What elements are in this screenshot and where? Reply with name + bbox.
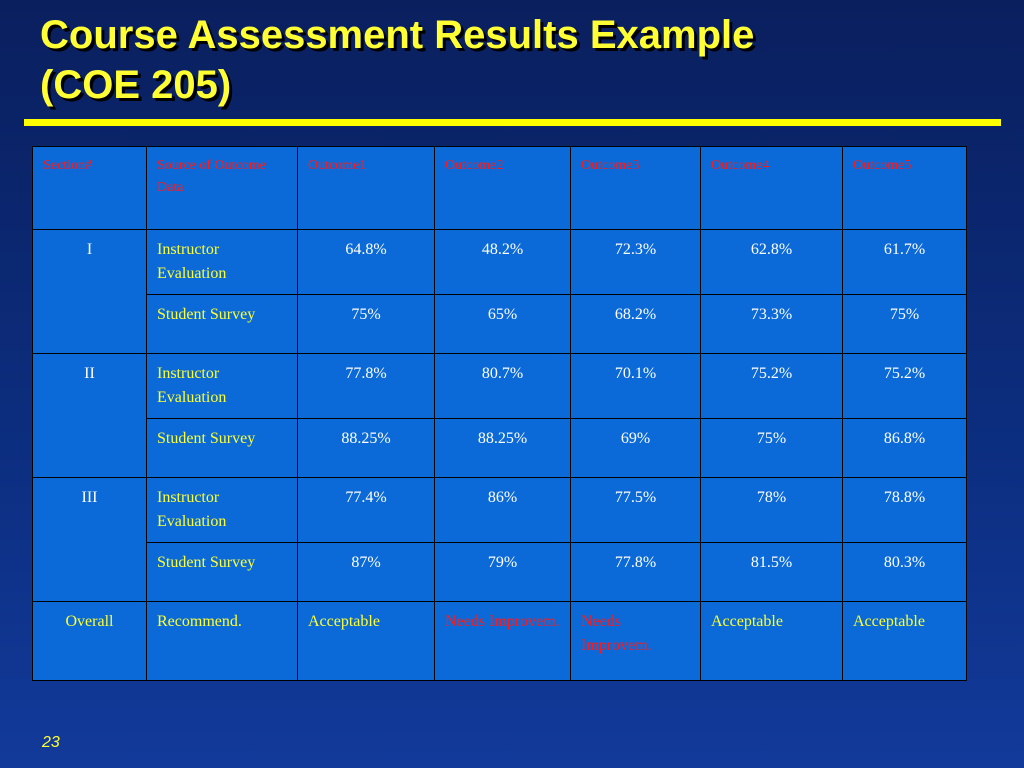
table-row: Student Survey 75% 65% 68.2% 73.3% 75% [33,294,967,354]
value-cell: 88.25% [297,418,435,478]
table-row: Student Survey 88.25% 88.25% 69% 75% 86.… [33,418,967,478]
value-cell: 88.25% [434,418,571,478]
value-cell: 77.8% [297,353,435,419]
value-cell: 75.2% [842,353,967,419]
header-outcome4: Outcome4 [700,146,843,230]
section-cell: II [32,353,147,478]
slide-title-line-1: Course Assessment Results Example [40,13,755,57]
overall-source: Recommend. [146,601,298,681]
value-cell: 69% [570,418,701,478]
value-cell: 72.3% [570,229,701,295]
title-divider [24,119,1001,126]
value-cell: 80.3% [842,542,967,602]
assessment-results-table: Section# Source of Outcome Data Outcome1… [32,146,967,681]
overall-row: Overall Recommend. Acceptable Needs Impr… [32,601,967,681]
header-outcome2: Outcome2 [434,146,571,230]
header-source: Source of Outcome Data [146,146,298,230]
header-section: Section# [32,146,147,230]
header-outcome5: Outcome5 [842,146,967,230]
page-number: 23 [42,734,60,751]
value-cell: 87% [297,542,435,602]
slide-title-line-2: (COE 205) [40,63,232,107]
header-outcome1: Outcome1 [297,146,435,230]
overall-label: Overall [32,601,147,681]
source-cell: Instructor Evaluation [146,477,298,543]
value-cell: 64.8% [297,229,435,295]
value-cell: 77.5% [570,477,701,543]
section-cell: III [32,477,147,602]
value-cell: 77.4% [297,477,435,543]
table-row: I Instructor Evaluation 64.8% 48.2% 72.3… [32,229,967,354]
table-header-row: Section# Source of Outcome Data Outcome1… [32,146,967,230]
source-cell: Instructor Evaluation [146,229,298,295]
value-cell: 78% [700,477,843,543]
source-cell: Student Survey [146,542,298,602]
value-cell: 77.8% [570,542,701,602]
overall-outcome4: Acceptable [700,601,843,681]
value-cell: 86.8% [842,418,967,478]
value-cell: 61.7% [842,229,967,295]
source-cell: Student Survey [146,418,298,478]
header-outcome3: Outcome3 [570,146,701,230]
overall-outcome2: Needs Improvem. [434,601,571,681]
overall-outcome5: Acceptable [842,601,967,681]
value-cell: 75% [700,418,843,478]
value-cell: 62.8% [700,229,843,295]
value-cell: 73.3% [700,294,843,354]
value-cell: 86% [434,477,571,543]
value-cell: 75.2% [700,353,843,419]
source-cell: Student Survey [146,294,298,354]
table-row: III Instructor Evaluation 77.4% 86% 77.5… [32,477,967,602]
value-cell: 78.8% [842,477,967,543]
value-cell: 80.7% [434,353,571,419]
section-cell: I [32,229,147,354]
value-cell: 75% [842,294,967,354]
value-cell: 65% [434,294,571,354]
table-row: II Instructor Evaluation 77.8% 80.7% 70.… [32,353,967,478]
value-cell: 75% [297,294,435,354]
source-cell: Instructor Evaluation [146,353,298,419]
overall-outcome1: Acceptable [297,601,435,681]
slide-title: Course Assessment Results Example (COE 2… [40,10,1000,110]
table-row: Student Survey 87% 79% 77.8% 81.5% 80.3% [33,542,967,602]
overall-outcome3: Needs Improvem. [570,601,701,681]
value-cell: 68.2% [570,294,701,354]
value-cell: 81.5% [700,542,843,602]
value-cell: 79% [434,542,571,602]
value-cell: 48.2% [434,229,571,295]
value-cell: 70.1% [570,353,701,419]
